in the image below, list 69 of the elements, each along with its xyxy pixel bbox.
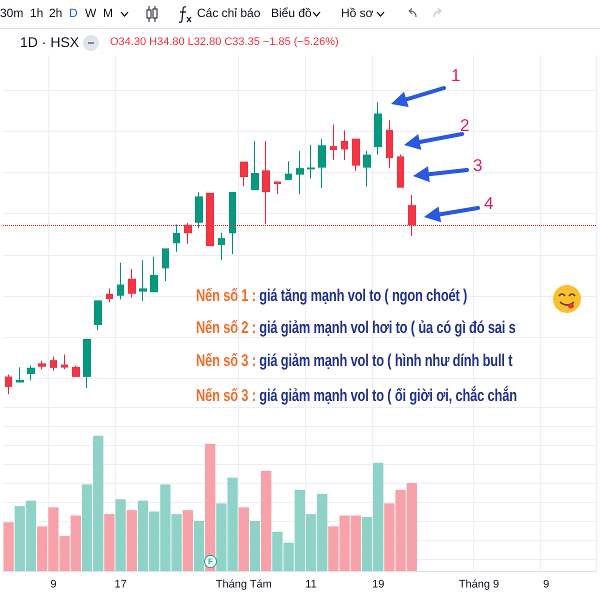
candlestick [94, 300, 102, 331]
x-tick-label: Tháng 9 [458, 578, 500, 590]
bar [205, 444, 216, 571]
text: 1 [451, 66, 460, 86]
candlestick [38, 360, 46, 370]
bar [126, 510, 137, 571]
candlestick [61, 354, 68, 370]
text: 30m [0, 6, 24, 20]
x-tick-label: 11 [305, 578, 317, 590]
bar [250, 520, 260, 571]
candlestick [363, 150, 371, 187]
bar [238, 507, 249, 571]
candlestick [83, 338, 91, 389]
bar [115, 499, 126, 571]
bar [104, 514, 115, 571]
candlestick [386, 120, 393, 169]
x-tick-label: 19 [372, 578, 384, 590]
candlestick [307, 144, 315, 179]
candlestick [285, 160, 292, 180]
annotation: Nến số 1 : giá tăng mạnh vol to ( ngon choét ) [196, 286, 468, 305]
candlestick [150, 256, 158, 292]
candlestick [229, 192, 236, 255]
candlestick [128, 268, 136, 298]
candlestick [162, 248, 169, 282]
candlestick [218, 232, 225, 261]
candlestick [330, 124, 337, 161]
annotation: 4 [484, 194, 494, 214]
bar [182, 510, 193, 571]
text: Các chỉ báo [197, 6, 260, 20]
annotation: Nến số 3 : giá giảm mạnh vol to ( hình như dính bull t [196, 351, 512, 370]
x-tick-label: 9 [543, 578, 550, 590]
x-tick-label: 17 [114, 578, 127, 590]
annotation: 3 [473, 156, 482, 176]
text: 2h [49, 6, 62, 20]
candlestick [352, 138, 360, 172]
candlestick [27, 365, 35, 382]
candlestick [341, 130, 348, 161]
candlestick [106, 288, 113, 303]
x-tick-label: Tháng Tám [216, 578, 272, 590]
text: 1D · HSX [20, 34, 80, 50]
candlestick [195, 192, 203, 229]
x-tick-label: 9 [50, 578, 56, 590]
text: W [85, 6, 96, 20]
annotation: Nến số 3 : giá giảm mạnh vol to ( ối giời ơi, chắc chắn [196, 386, 517, 405]
candlestick [274, 180, 281, 194]
candlestick [139, 260, 147, 302]
bar [194, 520, 204, 571]
bar [261, 470, 272, 571]
text: O34.30 H34.80 L32.80 C33.35 −1.85 (−5.26%) [110, 36, 339, 48]
candlestick [5, 374, 12, 395]
candlestick [374, 102, 382, 156]
text: Hồ sơ [341, 6, 374, 20]
candlestick [50, 356, 57, 372]
candlestick [117, 262, 124, 300]
bar [3, 522, 14, 571]
text: Biểu đồ [271, 6, 312, 20]
candlestick [251, 140, 259, 190]
candlestick [72, 365, 80, 378]
candlestick [318, 138, 326, 189]
candlestick [296, 150, 304, 195]
annotation: 2 [460, 116, 470, 136]
annotation: Nến số 2 : giá giảm mạnh vol hơi to ( ủa có gì đó sai s [196, 318, 516, 337]
candlestick [173, 224, 180, 252]
candlestick [240, 162, 248, 187]
candlestick [397, 154, 404, 188]
text: D [69, 6, 78, 20]
text: 1h [30, 6, 44, 20]
candlestick [16, 366, 24, 382]
text: M [103, 6, 113, 20]
